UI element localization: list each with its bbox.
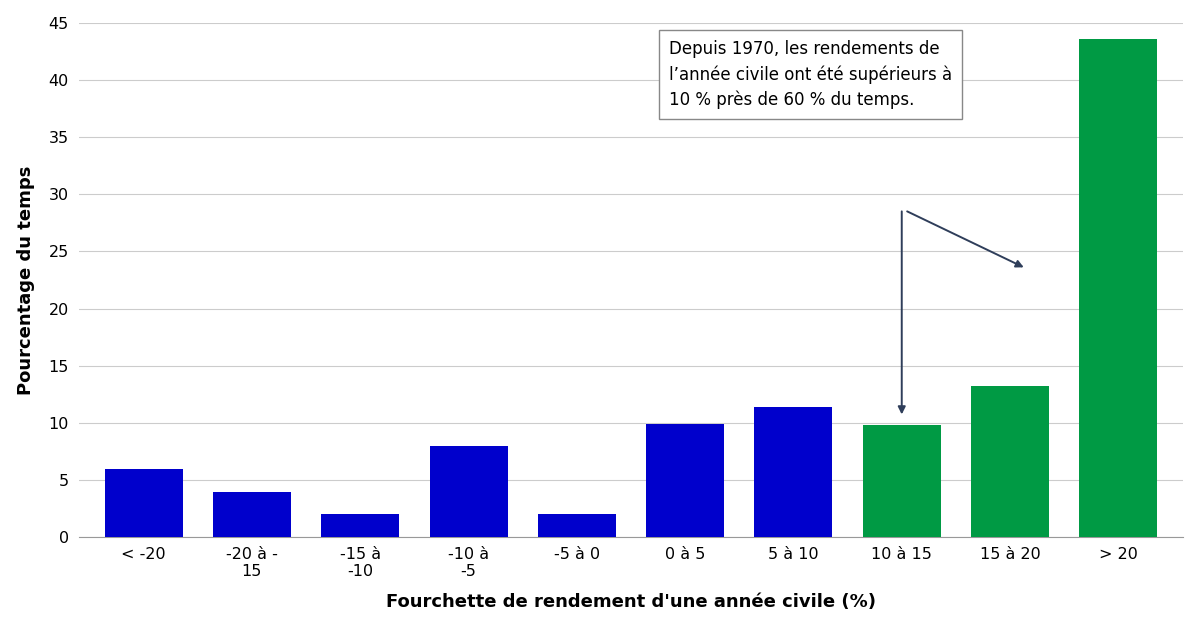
Bar [212, 492, 290, 538]
Bar [971, 386, 1049, 538]
Bar [646, 424, 724, 538]
Y-axis label: Pourcentage du temps: Pourcentage du temps [17, 165, 35, 394]
Bar [104, 468, 182, 538]
Bar [538, 514, 616, 538]
Bar [1079, 39, 1157, 538]
Bar [755, 407, 833, 538]
Bar [322, 514, 400, 538]
Bar [863, 425, 941, 538]
Text: Depuis 1970, les rendements de
l’année civile ont été supérieurs à
10 % près de : Depuis 1970, les rendements de l’année c… [668, 40, 952, 109]
X-axis label: Fourchette de rendement d'une année civile (%): Fourchette de rendement d'une année civi… [386, 593, 876, 611]
Bar [430, 446, 508, 538]
